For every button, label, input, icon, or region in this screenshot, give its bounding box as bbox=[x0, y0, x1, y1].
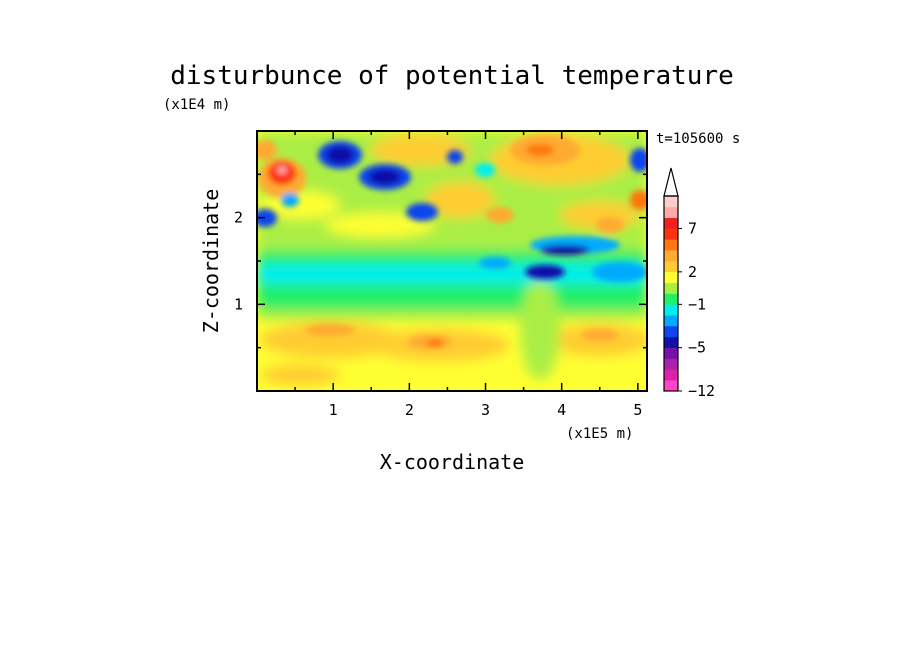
y-tick-label: 1 bbox=[234, 295, 243, 313]
colorbar-swatch bbox=[664, 282, 678, 294]
colorbar-extend-arrow bbox=[663, 167, 679, 197]
colorbar-swatch bbox=[664, 304, 678, 316]
x-axis-label: X-coordinate bbox=[380, 450, 525, 474]
colorbar-swatch bbox=[664, 336, 678, 348]
chart-title: disturbunce of potential temperature bbox=[170, 61, 734, 91]
y-unit-label: (x1E4 m) bbox=[163, 97, 230, 113]
colorbar-swatch bbox=[664, 369, 678, 381]
colorbar-label: 7 bbox=[688, 220, 697, 238]
x-tick-label: 2 bbox=[405, 401, 414, 419]
colorbar-label: −1 bbox=[688, 295, 706, 313]
colorbar-swatch bbox=[664, 293, 678, 305]
x-tick-label: 1 bbox=[329, 401, 338, 419]
colorbar-swatch bbox=[664, 206, 678, 218]
colorbar-swatch bbox=[664, 250, 678, 262]
x-unit-label: (x1E5 m) bbox=[566, 426, 633, 442]
x-tick-label: 4 bbox=[557, 401, 566, 419]
colorbar-swatch bbox=[664, 358, 678, 370]
x-tick-label: 5 bbox=[633, 401, 642, 419]
contour-field bbox=[257, 131, 647, 391]
colorbar-label: −5 bbox=[688, 339, 706, 357]
colorbar-swatch bbox=[664, 261, 678, 273]
colorbar: −12−5−127 bbox=[663, 167, 715, 400]
colorbar-swatch bbox=[664, 196, 678, 208]
colorbar-label: −12 bbox=[688, 382, 715, 400]
axis-ticks: 1 2 3 4 5 1 2 bbox=[234, 131, 647, 419]
time-label: t=105600 s bbox=[656, 131, 740, 147]
colorbar-swatch bbox=[664, 326, 678, 338]
colorbar-swatch bbox=[664, 315, 678, 327]
colorbar-swatch bbox=[664, 239, 678, 251]
colorbar-swatch bbox=[664, 228, 678, 240]
colorbar-frame bbox=[663, 195, 679, 392]
y-tick-label: 2 bbox=[234, 209, 243, 227]
colorbar-swatch bbox=[664, 380, 678, 392]
x-tick-label: 3 bbox=[481, 401, 490, 419]
colorbar-swatch bbox=[664, 217, 678, 229]
colorbar-label: 2 bbox=[688, 263, 697, 281]
colorbar-swatch bbox=[664, 271, 678, 283]
y-axis-label: Z-coordinate bbox=[199, 189, 223, 334]
colorbar-swatch bbox=[664, 347, 678, 359]
